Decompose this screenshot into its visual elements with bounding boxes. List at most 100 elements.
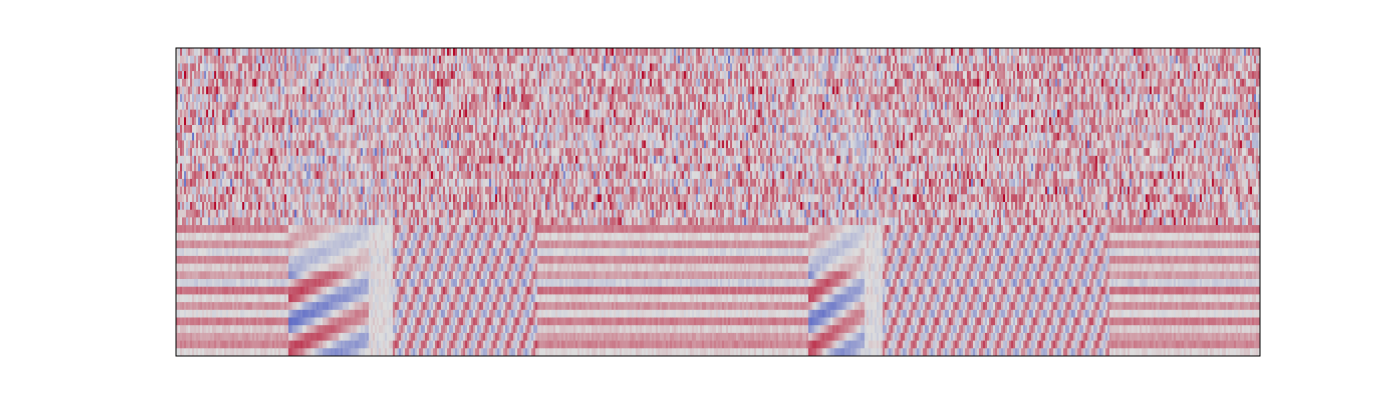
heatmap-cell <box>248 55 251 64</box>
heatmap-cell <box>370 78 374 87</box>
heatmap-cell <box>370 71 374 80</box>
heatmap-cell <box>402 302 406 311</box>
heatmap-cell <box>202 332 205 341</box>
heatmap-cell <box>262 109 265 118</box>
heatmap-cell <box>366 78 370 87</box>
heatmap-cell <box>236 232 239 241</box>
heatmap-cell <box>360 71 364 80</box>
heatmap-cell <box>276 163 279 172</box>
heatmap-cell <box>258 248 261 257</box>
heatmap-cell <box>280 348 283 357</box>
heatmap-cell <box>230 217 233 226</box>
heatmap-cell <box>222 163 225 172</box>
heatmap-cell <box>394 209 398 218</box>
heatmap-cell <box>294 55 297 64</box>
heatmap-cell <box>400 109 404 118</box>
heatmap-cell <box>190 332 193 341</box>
heatmap-cell <box>290 109 293 118</box>
heatmap-cell <box>312 309 315 318</box>
heatmap-cell <box>206 94 209 103</box>
heatmap-cell <box>180 132 183 141</box>
heatmap-cell <box>224 86 227 95</box>
heatmap-cell <box>406 232 410 241</box>
heatmap-cell <box>314 232 317 241</box>
heatmap-cell <box>322 155 325 164</box>
heatmap-cell <box>424 286 428 295</box>
heatmap-cell <box>422 186 426 195</box>
heatmap-cell <box>386 55 390 64</box>
heatmap-cell <box>298 109 301 118</box>
heatmap-cell <box>336 117 339 126</box>
heatmap-cell <box>186 148 189 157</box>
heatmap-cell <box>418 317 422 326</box>
heatmap-cell <box>392 71 396 80</box>
heatmap-cell <box>182 309 185 318</box>
heatmap-cell <box>290 186 293 195</box>
heatmap-cell <box>290 232 293 241</box>
heatmap-cell <box>388 263 392 272</box>
heatmap-cell <box>350 78 354 87</box>
heatmap-cell <box>244 271 247 280</box>
heatmap-cell <box>320 86 323 95</box>
heatmap-cell <box>418 209 422 218</box>
heatmap-cell <box>372 186 376 195</box>
heatmap-cell <box>386 71 390 80</box>
heatmap-cell <box>348 94 351 103</box>
heatmap-cell <box>196 317 199 326</box>
heatmap-cell <box>420 101 424 110</box>
heatmap-cell <box>338 332 341 341</box>
heatmap-cell <box>240 232 243 241</box>
heatmap-cell <box>352 309 356 318</box>
heatmap-cell <box>318 171 321 180</box>
heatmap-cell <box>234 217 237 226</box>
heatmap-cell <box>364 186 368 195</box>
heatmap-cell <box>224 271 227 280</box>
heatmap-cell <box>194 202 197 211</box>
heatmap-cell <box>186 178 189 187</box>
heatmap-cell <box>252 309 255 318</box>
heatmap-cell <box>204 325 207 334</box>
heatmap-cell <box>260 248 263 257</box>
heatmap-cell <box>192 271 195 280</box>
heatmap-cell <box>324 317 327 326</box>
heatmap-cell <box>228 194 231 203</box>
heatmap-cell <box>380 101 384 110</box>
heatmap-cell <box>234 109 237 118</box>
heatmap-cell <box>274 186 277 195</box>
heatmap-cell <box>422 194 426 203</box>
heatmap-cell <box>404 171 408 180</box>
heatmap-cell <box>184 271 187 280</box>
heatmap-cell <box>194 248 197 257</box>
heatmap-cell <box>390 171 394 180</box>
heatmap-cell <box>280 240 283 249</box>
heatmap-cell <box>358 55 362 64</box>
heatmap-cell <box>276 140 279 149</box>
heatmap-cell <box>412 202 416 211</box>
heatmap-cell <box>328 348 331 357</box>
heatmap-cell <box>410 94 414 103</box>
heatmap-cell <box>196 348 199 357</box>
heatmap-cell <box>278 332 281 341</box>
heatmap-cell <box>358 71 362 80</box>
heatmap-cell <box>240 317 243 326</box>
heatmap-cell <box>336 155 339 164</box>
heatmap-cell <box>286 248 289 257</box>
heatmap-cell <box>242 132 245 141</box>
heatmap-cell <box>364 86 368 95</box>
heatmap-cell <box>344 101 347 110</box>
heatmap-cell <box>188 55 191 64</box>
heatmap-cell <box>386 294 390 303</box>
heatmap-cell <box>412 78 416 87</box>
heatmap-cell <box>316 348 319 357</box>
heatmap-cell <box>228 171 231 180</box>
heatmap-cell <box>288 263 291 272</box>
heatmap-cell <box>356 202 360 211</box>
heatmap-cell <box>418 94 422 103</box>
heatmap-cell <box>190 255 193 264</box>
heatmap-cell <box>302 271 305 280</box>
heatmap-cell <box>188 340 191 349</box>
heatmap-cell <box>332 225 335 234</box>
heatmap-cell <box>378 194 382 203</box>
heatmap-cell <box>206 309 209 318</box>
heatmap-cell <box>256 194 259 203</box>
